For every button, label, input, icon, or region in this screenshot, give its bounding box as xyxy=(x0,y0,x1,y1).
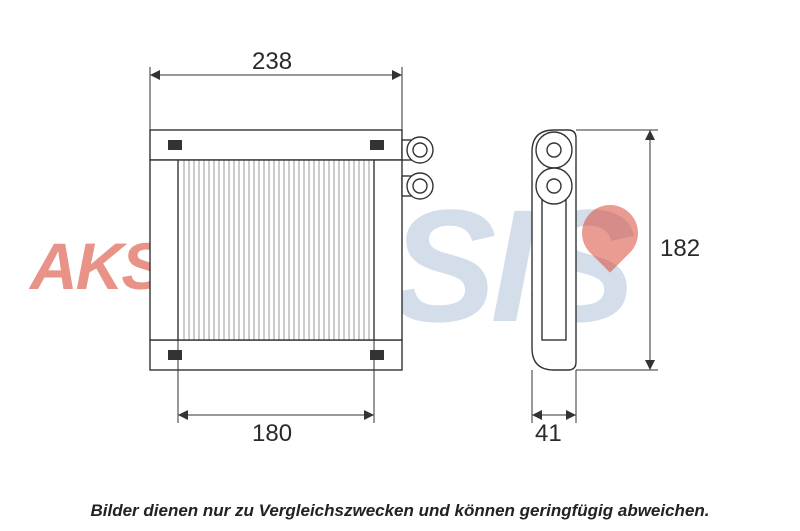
dim-height: 182 xyxy=(660,235,700,263)
diagram-canvas: DASIS AKS 23818041182 Bilder dienen nur … xyxy=(0,0,800,531)
dim-side-width: 41 xyxy=(535,420,562,448)
technical-drawing xyxy=(0,0,800,531)
dim-total-width: 238 xyxy=(252,48,292,76)
dim-core-width: 180 xyxy=(252,420,292,448)
caption-text: Bilder dienen nur zu Vergleichszwecken u… xyxy=(0,501,800,521)
